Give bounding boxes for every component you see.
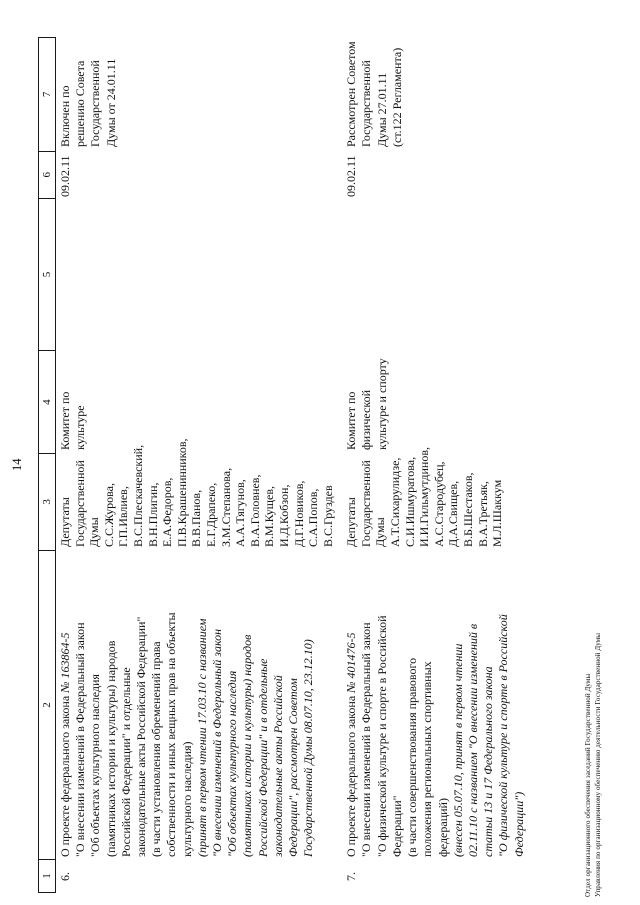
status-cell: Включен по решению Совета Государственной Д… (58, 58, 118, 147)
date-cell: 09.02.11 (344, 155, 359, 197)
column-header-7: 7 (41, 91, 53, 98)
column-header-5: 5 (39, 197, 55, 351)
column-header-6: 6 (39, 150, 55, 198)
deputies-cell: Депутаты Государственной Думы С.С.Журова, Г.… (58, 438, 335, 547)
table-body: 6. О проекте федерального закона № 163864… (58, 37, 527, 893)
project-cell: О проекте федерального закона № 401476-5… (344, 614, 526, 857)
committee-cell: Комитет по культуре (58, 391, 88, 450)
column-header-1: 1 (39, 859, 55, 892)
table-row: 7. О проекте федерального закона № 401476… (344, 37, 526, 893)
row-number: 7. (344, 872, 359, 881)
footer-line-2: Управления по организационному обеспечен… (593, 632, 602, 897)
page-number: 14 (10, 458, 24, 472)
project-cell: О проекте федерального закона № 163864-5… (58, 612, 316, 857)
page-footer: Отдел организационного обеспечения засед… (584, 633, 603, 897)
committee-cell: Комитет по физической культуре и спорту (344, 358, 389, 450)
deputies-cell: Депутаты Государственной Думы А.Т.Сихарулид… (344, 447, 505, 547)
status-cell: Рассмотрен Советом Государственной Думы 27… (344, 41, 404, 147)
column-header-3: 3 (39, 453, 55, 550)
table-row: 6. О проекте федерального закона № 163864… (58, 37, 335, 893)
column-header-4: 4 (39, 350, 55, 454)
row-number: 6. (58, 872, 72, 881)
column-header-2: 2 (39, 549, 55, 860)
date-cell: 09.02.11 (58, 155, 72, 197)
footer-line-1: Отдел организационного обеспечения засед… (584, 673, 592, 897)
